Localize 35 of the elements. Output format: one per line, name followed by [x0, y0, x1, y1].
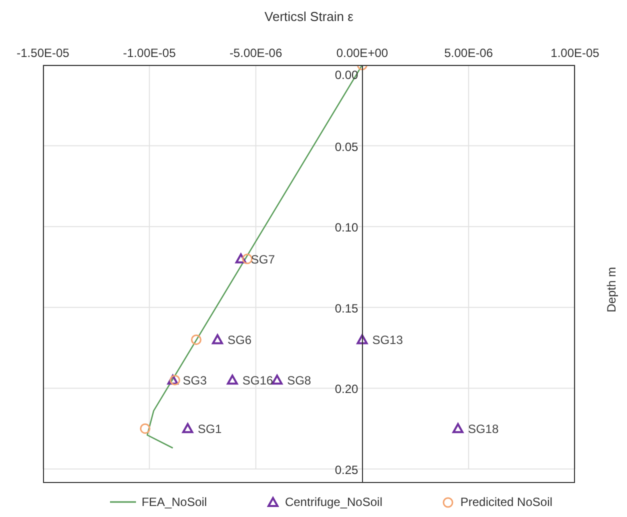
annotation: SG18: [468, 422, 499, 436]
y-tick-label: 0.05: [334, 140, 359, 154]
point: [226, 374, 238, 385]
annotation: SG16: [242, 374, 274, 388]
annotation: SG7: [250, 252, 276, 266]
point: [212, 334, 223, 344]
x-tick-label: -5.00E-06: [229, 46, 282, 60]
x-axis-title: Verticsl Strain ε: [264, 9, 354, 24]
legend-label: Centrifuge_NoSoil: [284, 495, 382, 509]
point: [182, 423, 194, 434]
y-tick-label: 0.25: [334, 463, 359, 477]
annotation: SG3: [182, 374, 208, 388]
x-tick-label: -1.50E-05: [16, 46, 70, 60]
y-tick-label: 0.15: [334, 301, 359, 316]
y-axis-title: Depth m: [604, 267, 618, 312]
point: [356, 334, 368, 344]
point: [167, 374, 178, 385]
point: [272, 374, 283, 385]
annotation: SG1: [198, 422, 222, 436]
x-tick-label: 5.00E-06: [444, 46, 494, 60]
point: [452, 423, 464, 434]
point: [235, 253, 246, 264]
y-tick-label: 0.10: [334, 220, 359, 235]
annotation: SG8: [287, 374, 312, 388]
annotation: SG13: [372, 333, 404, 348]
annotation: SG6: [227, 333, 252, 348]
x-tick-label: 0.00E+00: [336, 46, 388, 60]
point: [170, 374, 180, 386]
x-tick-label: -1.00E-05: [123, 46, 176, 60]
y-tick-label: 0.20: [334, 382, 359, 396]
x-tick-label: 1.00E-05: [550, 46, 600, 60]
legend-label: Predicited NoSoil: [460, 495, 552, 509]
point: [140, 423, 150, 434]
legend-label: FEA_NoSoil: [142, 495, 207, 509]
point: [190, 334, 202, 345]
